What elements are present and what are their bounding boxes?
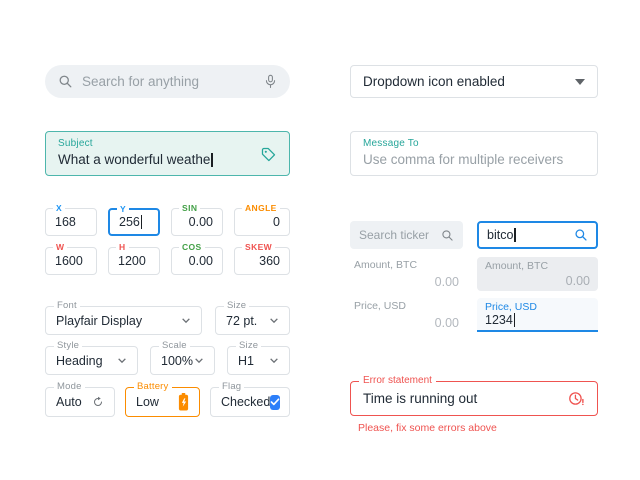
- search-icon: [58, 74, 73, 89]
- search-icon: [441, 229, 454, 242]
- numeric-input-grid: X 168 Y 256 SIN 0.00 ANGLE 0 W 1600 H 12…: [45, 203, 290, 275]
- error-label: Error statement: [359, 375, 436, 386]
- search-input[interactable]: Search for anything: [45, 65, 290, 98]
- h-input[interactable]: H 1200: [108, 242, 160, 275]
- chevron-down-icon: [181, 317, 191, 324]
- mode-control[interactable]: Mode Auto: [45, 381, 115, 417]
- style-select[interactable]: Style Heading: [45, 340, 138, 375]
- error-helper-text: Please, fix some errors above: [358, 422, 497, 434]
- ticker-search-focused-input[interactable]: bitco: [477, 221, 598, 249]
- scale-select[interactable]: Scale 100%: [150, 340, 215, 375]
- chevron-down-icon: [269, 357, 279, 364]
- sin-input[interactable]: SIN 0.00: [171, 203, 223, 236]
- tag-icon[interactable]: [260, 146, 277, 163]
- text-cursor: [140, 215, 143, 229]
- caret-down-icon: [575, 78, 585, 85]
- price-usd-input[interactable]: Price, USD 0.00: [354, 300, 459, 330]
- x-input[interactable]: X 168: [45, 203, 97, 236]
- cos-input[interactable]: COS 0.00: [171, 242, 223, 275]
- ticker-search-placeholder: Search ticker: [359, 228, 430, 242]
- ticker-search-input[interactable]: Search ticker: [350, 221, 463, 249]
- subject-value: What a wonderful weathe: [58, 152, 211, 167]
- amount-btc-disabled-input: Amount, BTC 0.00: [477, 257, 598, 291]
- font-select[interactable]: Font Playfair Display: [45, 300, 202, 335]
- chevron-down-icon: [194, 357, 204, 364]
- message-to-placeholder: Use comma for multiple receivers: [363, 152, 564, 167]
- error-field[interactable]: Error statement Time is running out: [350, 375, 598, 416]
- search-icon[interactable]: [574, 228, 588, 242]
- battery-indicator[interactable]: Battery Low: [125, 381, 200, 417]
- subject-field[interactable]: Subject What a wonderful weathe: [45, 131, 290, 176]
- price-usd-focused-input[interactable]: Price, USD 1234: [477, 298, 598, 332]
- dropdown-select[interactable]: Dropdown icon enabled: [350, 65, 598, 98]
- refresh-icon[interactable]: [92, 396, 104, 408]
- skew-input[interactable]: SKEW 360: [234, 242, 290, 275]
- heading-size-select[interactable]: Size H1: [227, 340, 290, 375]
- subject-label: Subject: [58, 138, 93, 149]
- text-cursor: [514, 228, 516, 242]
- w-input[interactable]: W 1600: [45, 242, 97, 275]
- text-cursor: [211, 152, 213, 167]
- amount-btc-input[interactable]: Amount, BTC 0.00: [354, 259, 459, 289]
- angle-input[interactable]: ANGLE 0: [234, 203, 290, 236]
- y-input[interactable]: Y 256: [108, 204, 160, 236]
- font-size-select[interactable]: Size 72 pt.: [215, 300, 290, 335]
- chevron-down-icon: [269, 317, 279, 324]
- chevron-down-icon: [117, 357, 127, 364]
- search-placeholder: Search for anything: [82, 74, 200, 89]
- battery-icon: [178, 393, 189, 411]
- clock-alert-icon: [568, 390, 585, 407]
- message-to-input[interactable]: Message To Use comma for multiple receiv…: [350, 131, 598, 176]
- flag-checkbox-field[interactable]: Flag Checked: [210, 381, 290, 417]
- checkbox-checked-icon[interactable]: [270, 394, 281, 410]
- error-value: Time is running out: [363, 391, 478, 406]
- microphone-icon[interactable]: [264, 73, 277, 90]
- message-to-label: Message To: [363, 138, 419, 149]
- text-cursor: [513, 313, 516, 327]
